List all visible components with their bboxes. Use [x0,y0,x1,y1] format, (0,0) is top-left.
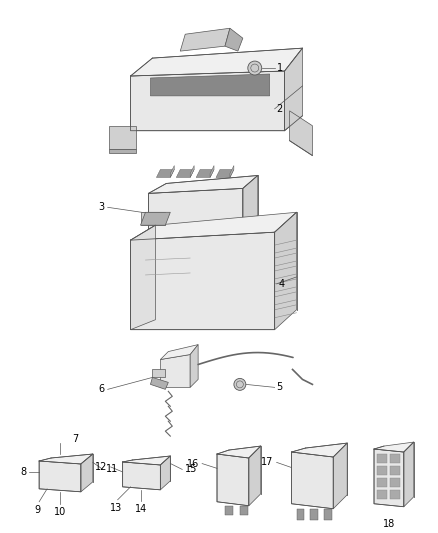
Polygon shape [196,169,214,177]
Text: 12: 12 [95,462,108,472]
Polygon shape [225,506,233,515]
Polygon shape [190,345,198,387]
Polygon shape [160,345,198,360]
Polygon shape [390,478,400,487]
Polygon shape [148,188,243,233]
Polygon shape [390,454,400,463]
Polygon shape [180,28,230,51]
Polygon shape [240,506,248,515]
Text: 3: 3 [99,203,105,212]
Polygon shape [131,71,285,131]
Text: 18: 18 [383,519,395,529]
Polygon shape [131,232,275,330]
Polygon shape [216,169,234,177]
Polygon shape [217,454,249,506]
Polygon shape [210,166,214,177]
Circle shape [234,378,246,390]
Text: 2: 2 [277,104,283,114]
Text: 16: 16 [187,458,199,469]
Polygon shape [131,212,297,240]
Polygon shape [190,166,194,177]
Polygon shape [230,166,234,177]
Polygon shape [243,175,258,228]
Polygon shape [217,446,261,458]
Polygon shape [225,28,243,51]
Text: 15: 15 [185,464,198,474]
Polygon shape [390,490,400,499]
Polygon shape [39,461,81,492]
Polygon shape [150,74,270,96]
Polygon shape [109,149,135,152]
Polygon shape [148,175,258,193]
Polygon shape [377,454,387,463]
Polygon shape [170,166,174,177]
Text: 14: 14 [135,504,148,514]
Polygon shape [292,443,347,457]
Polygon shape [141,212,170,225]
Text: 13: 13 [110,503,122,513]
Polygon shape [324,508,332,520]
Polygon shape [131,225,155,330]
Polygon shape [131,48,303,76]
Polygon shape [160,456,170,490]
Polygon shape [377,478,387,487]
Text: 7: 7 [72,434,78,444]
Text: 9: 9 [34,505,40,515]
Polygon shape [374,442,414,452]
Text: 6: 6 [99,384,105,394]
Polygon shape [311,508,318,520]
Polygon shape [290,111,312,156]
Polygon shape [297,508,304,520]
Polygon shape [160,354,190,387]
Text: 4: 4 [279,279,285,289]
Polygon shape [377,466,387,475]
Text: 5: 5 [277,382,283,392]
Polygon shape [152,369,165,377]
Polygon shape [377,490,387,499]
Polygon shape [176,169,194,177]
Polygon shape [156,169,174,177]
Text: 17: 17 [261,457,274,467]
Text: 11: 11 [106,464,118,474]
Polygon shape [39,454,93,464]
Circle shape [248,61,262,75]
Polygon shape [285,48,303,131]
Polygon shape [81,454,93,492]
Polygon shape [333,443,347,508]
Polygon shape [123,456,170,465]
Polygon shape [249,446,261,506]
Polygon shape [150,377,168,389]
Polygon shape [141,212,165,225]
Text: 10: 10 [54,507,66,516]
Polygon shape [390,466,400,475]
Polygon shape [292,452,333,508]
Polygon shape [275,212,297,330]
Polygon shape [374,449,404,507]
Polygon shape [123,462,160,490]
Text: 8: 8 [20,467,26,477]
Polygon shape [404,442,414,507]
Text: 1: 1 [277,63,283,73]
Polygon shape [109,126,135,149]
